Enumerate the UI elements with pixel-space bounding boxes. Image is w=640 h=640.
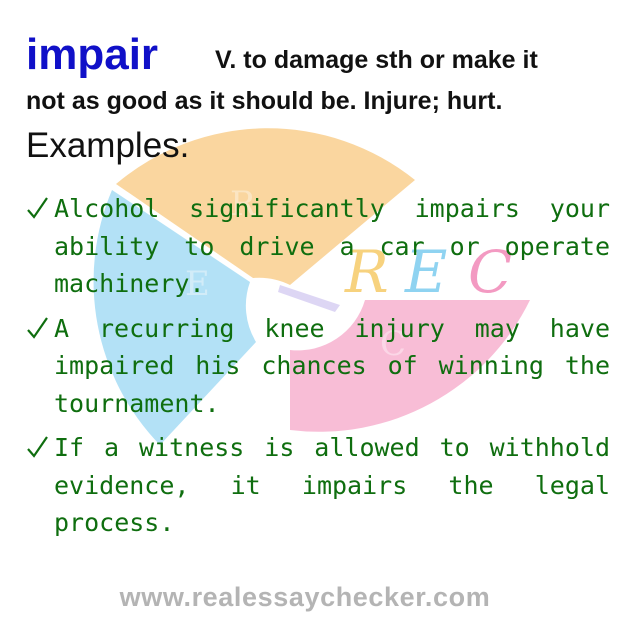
checkmark-icon	[27, 197, 48, 219]
headword: impair	[26, 30, 159, 79]
logo-streak	[278, 285, 340, 312]
logo-letter-e: E	[404, 238, 447, 306]
example-item: A recurring knee injury may have impaire…	[26, 310, 610, 423]
logo-letter-r-small: R	[230, 184, 257, 224]
logo-pink-segment	[290, 300, 530, 432]
checkmark-icon	[27, 436, 48, 458]
logo-letter-r: R	[344, 238, 389, 306]
example-text: Alcohol significantly impairs your abili…	[54, 194, 610, 298]
examples-list: Alcohol significantly impairs your abili…	[26, 190, 610, 549]
example-item: Alcohol significantly impairs your abili…	[26, 190, 610, 303]
definition-line-1: V. to damage sth or make it	[215, 46, 538, 74]
checkmark-icon	[27, 316, 48, 339]
logo-orange-segment	[116, 128, 415, 285]
examples-heading: Examples:	[26, 126, 190, 165]
logo-letter-c-small: C	[380, 324, 406, 364]
logo-blue-segment	[93, 190, 256, 445]
example-text: If a witness is allowed to withhold evid…	[54, 433, 610, 537]
logo-letter-c: C	[468, 238, 512, 306]
website-url: www.realessaychecker.com	[119, 582, 491, 612]
definition-line-2: not as good as it should be. Injure; hur…	[26, 87, 503, 115]
example-item: If a witness is allowed to withhold evid…	[26, 429, 610, 542]
example-text: A recurring knee injury may have impaire…	[54, 313, 610, 418]
logo-letter-e-small: E	[185, 264, 210, 304]
